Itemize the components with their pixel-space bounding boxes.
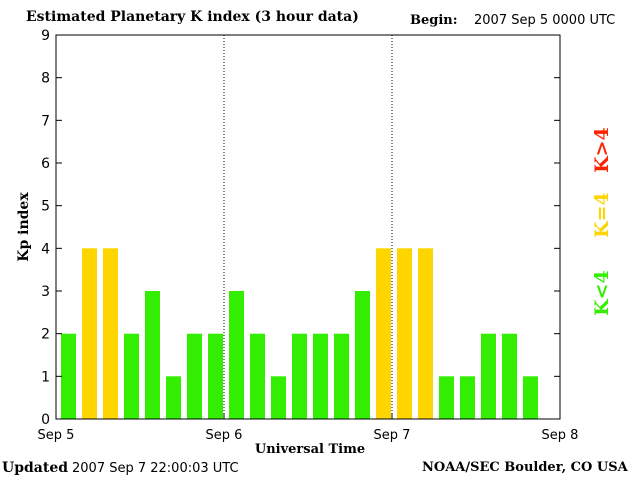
- kp-bar: [502, 333, 517, 419]
- y-tick-label: 5: [41, 199, 50, 215]
- begin-label: Begin:: [410, 13, 458, 28]
- kp-bar: [397, 248, 412, 419]
- kp-bar: [187, 333, 202, 419]
- y-tick-label: 8: [41, 71, 50, 87]
- kp-bar: [82, 248, 97, 419]
- x-tick-label: Sep 5: [38, 428, 75, 443]
- x-tick-label: Sep 6: [206, 428, 243, 443]
- legend: K<4 K=4 K>4: [591, 127, 613, 316]
- kp-bar: [523, 376, 538, 419]
- plot-frame: [55, 34, 561, 420]
- kp-bar: [145, 291, 160, 419]
- y-tick-label: 2: [41, 327, 50, 343]
- x-tick-label: Sep 7: [374, 428, 411, 443]
- kp-bar: [124, 333, 139, 419]
- kp-bar: [61, 333, 76, 419]
- y-tick-label: 3: [41, 284, 50, 300]
- x-tick-label: Sep 8: [542, 428, 579, 443]
- updated-value: 2007 Sep 7 22:00:03 UTC: [72, 461, 239, 476]
- y-tick-label: 6: [41, 156, 50, 172]
- kp-bar: [292, 333, 307, 419]
- kp-bar: [460, 376, 475, 419]
- kp-bar: [481, 333, 496, 419]
- kp-bar: [418, 248, 433, 419]
- kp-bar: [103, 248, 118, 419]
- legend-entry: K<4: [591, 270, 613, 316]
- kp-bar: [166, 376, 181, 419]
- kp-bar: [439, 376, 454, 419]
- y-axis-label: Kp index: [16, 192, 32, 262]
- kp-bar: [208, 333, 223, 419]
- y-tick-label: 4: [41, 241, 50, 257]
- kp-bar: [271, 376, 286, 419]
- kp-bar: [313, 333, 328, 419]
- day-gridlines: [223, 35, 393, 419]
- x-ticks: Sep 5 Sep 6 Sep 7 Sep 8: [38, 413, 579, 443]
- bars-group: [61, 248, 538, 419]
- kp-bar: [334, 333, 349, 419]
- x-axis-label: Universal Time: [255, 442, 365, 457]
- y-tick-label: 9: [41, 28, 50, 44]
- kp-bar: [376, 248, 391, 419]
- begin-value: 2007 Sep 5 0000 UTC: [474, 13, 616, 28]
- source-credit: NOAA/SEC Boulder, CO USA: [422, 460, 628, 475]
- legend-entry: K=4: [591, 192, 613, 238]
- y-ticks: 0 1 2 3 4 5 6 7 8 9: [41, 28, 560, 428]
- y-tick-label: 0: [41, 412, 50, 428]
- kp-bar: [250, 333, 265, 419]
- kp-bar: [229, 291, 244, 419]
- chart-title: Estimated Planetary K index (3 hour data…: [26, 9, 359, 25]
- legend-entry: K>4: [591, 127, 613, 173]
- kp-bar: [355, 291, 370, 419]
- updated-label: Updated: [2, 460, 69, 476]
- y-tick-label: 7: [41, 113, 50, 129]
- y-tick-label: 1: [41, 369, 50, 385]
